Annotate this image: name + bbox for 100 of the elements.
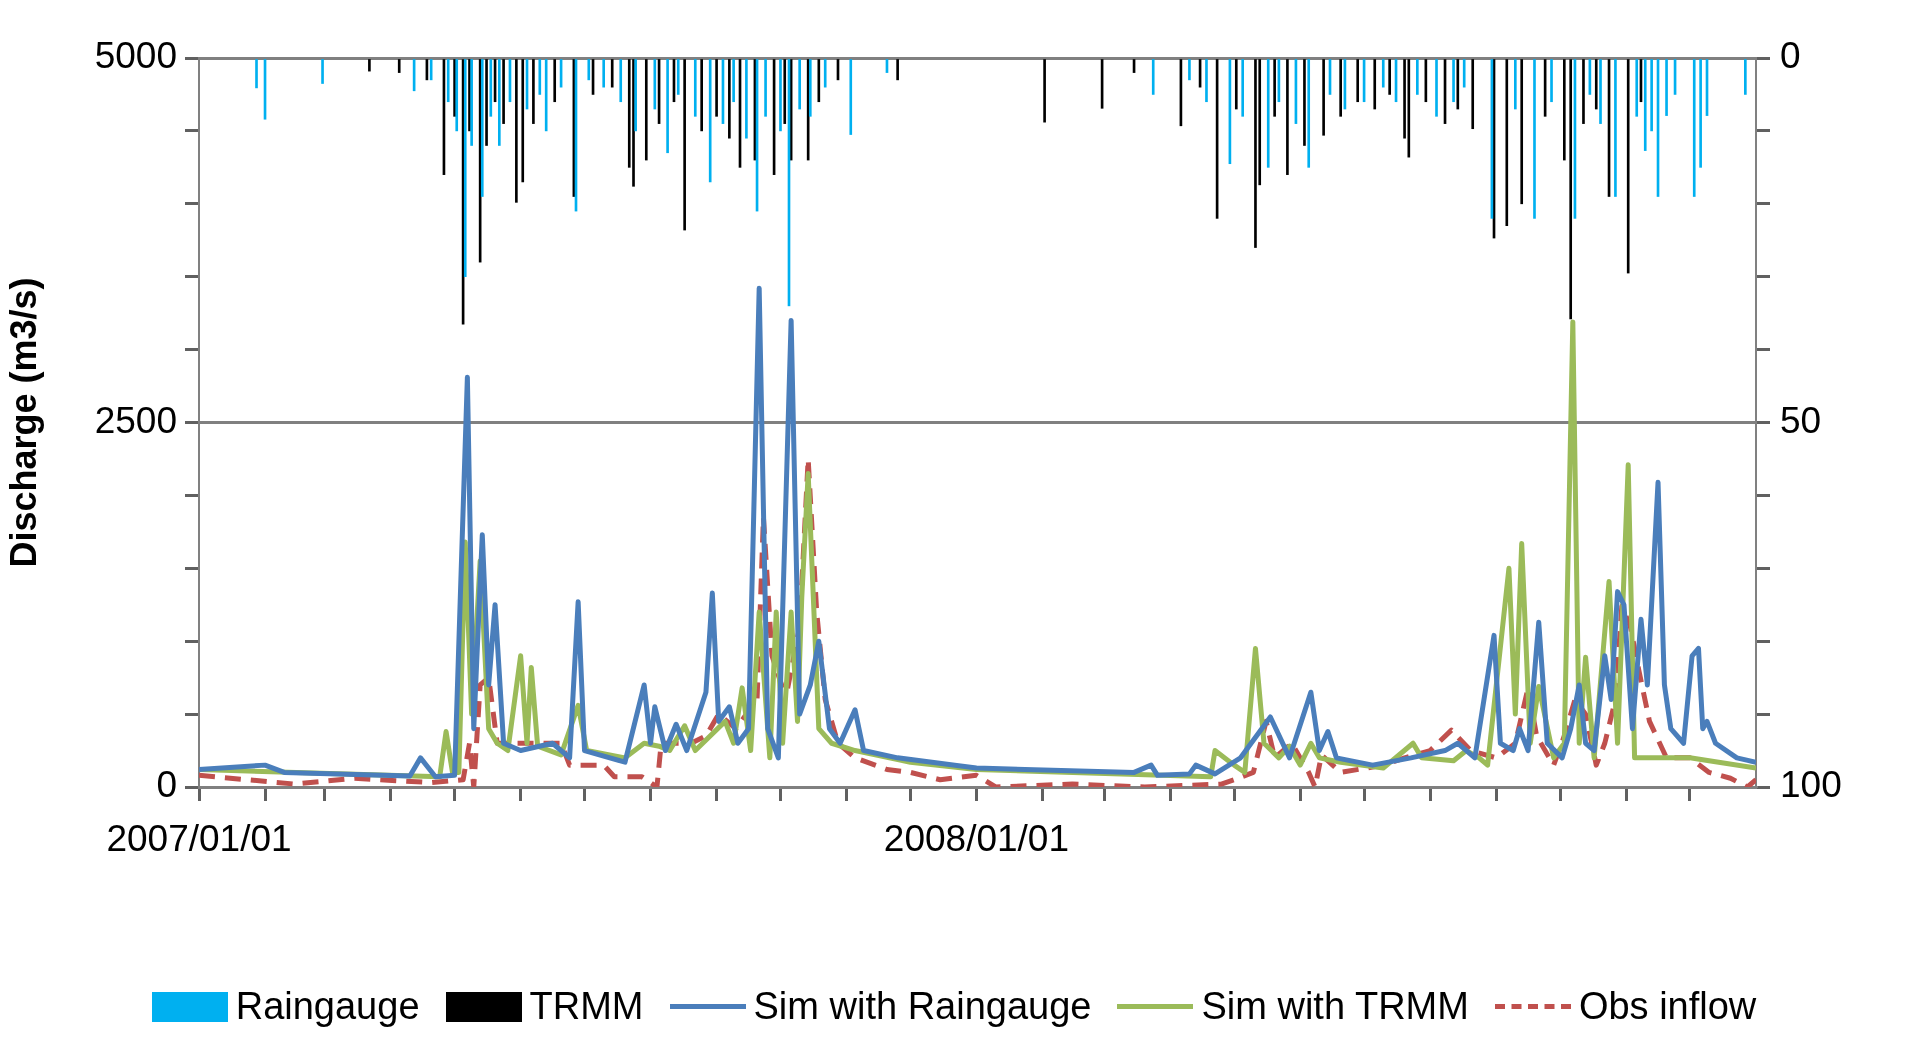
- bar: [1582, 59, 1585, 124]
- bar: [666, 59, 669, 154]
- bar: [1533, 59, 1536, 219]
- bar: [1699, 59, 1702, 168]
- bar: [485, 59, 488, 146]
- bar: [817, 59, 821, 103]
- bar: [823, 59, 827, 88]
- y2-tick-label: 100: [1780, 764, 1842, 806]
- bar: [1643, 59, 1647, 151]
- bar: [1407, 59, 1411, 158]
- bar: [1650, 59, 1653, 132]
- legend-label: Raingauge: [235, 985, 420, 1028]
- bar: [728, 59, 731, 139]
- bar: [1043, 59, 1046, 123]
- y-tick-label: 0: [156, 764, 177, 806]
- y-tick-label: 5000: [94, 35, 177, 77]
- bar: [764, 59, 767, 117]
- bar: [1188, 59, 1191, 81]
- bar: [783, 59, 787, 124]
- bar: [1254, 59, 1257, 248]
- bar: [632, 59, 635, 187]
- bar: [455, 59, 459, 132]
- bar: [1356, 59, 1360, 103]
- bar: [1599, 59, 1602, 124]
- bar: [321, 59, 324, 84]
- legend-label: Sim with Raingauge: [753, 985, 1092, 1028]
- bar: [521, 59, 525, 183]
- bar: [715, 59, 718, 117]
- bar: [693, 59, 697, 117]
- bar: [1435, 59, 1438, 117]
- x-tick-label: 2007/01/01: [106, 818, 292, 860]
- bar: [515, 59, 518, 203]
- bar: [553, 59, 557, 103]
- bar: [1381, 59, 1385, 88]
- bar: [653, 59, 657, 110]
- bar: [1744, 59, 1747, 95]
- bar: [745, 59, 748, 139]
- bar: [538, 59, 542, 95]
- bar: [470, 59, 473, 146]
- bar: [1626, 59, 1630, 274]
- bar: [1416, 59, 1419, 95]
- bar: [544, 59, 548, 132]
- bar: [497, 59, 501, 146]
- bar: [1205, 59, 1208, 103]
- bar: [502, 59, 505, 124]
- bar: [480, 59, 484, 197]
- bar: [1513, 59, 1517, 110]
- bar: [808, 59, 812, 117]
- bar: [732, 59, 735, 103]
- bar: [779, 59, 782, 132]
- bar: [1550, 59, 1553, 103]
- bar: [397, 59, 401, 73]
- y2-tick-label: 50: [1780, 399, 1822, 441]
- bar: [798, 59, 801, 110]
- bar: [587, 59, 591, 81]
- y2-tick-label: 0: [1780, 35, 1801, 77]
- legend-label: TRMM: [529, 985, 644, 1028]
- bar: [1388, 59, 1391, 95]
- bar: [1471, 59, 1475, 130]
- bar: [1505, 59, 1509, 226]
- bar: [255, 59, 258, 89]
- bar: [683, 59, 686, 231]
- bar: [1241, 59, 1245, 117]
- bar: [1234, 59, 1238, 110]
- legend-label: Sim with TRMM: [1201, 985, 1469, 1028]
- bar: [634, 59, 637, 132]
- y-axis-title: Discharge (m3/s): [2, 277, 44, 568]
- bar: [1303, 59, 1306, 146]
- bar: [700, 59, 703, 132]
- bar: [1273, 59, 1276, 117]
- bar: [1569, 59, 1573, 320]
- bar: [1594, 59, 1598, 110]
- bar: [1452, 59, 1455, 103]
- bar: [1286, 59, 1289, 175]
- bar: [1151, 59, 1155, 95]
- bar: [676, 59, 680, 95]
- bar: [532, 59, 535, 124]
- bar: [708, 59, 712, 183]
- bar: [1614, 59, 1617, 197]
- bar: [1373, 59, 1377, 110]
- bar: [1520, 59, 1524, 205]
- bar: [1462, 59, 1466, 88]
- x-tick-label: 2008/01/01: [883, 818, 1070, 860]
- bar: [1307, 59, 1311, 168]
- bar: [489, 59, 493, 117]
- bar: [1665, 59, 1668, 116]
- bar: [619, 59, 623, 103]
- bar: [463, 59, 467, 278]
- bar: [368, 59, 371, 72]
- bar: [1692, 59, 1696, 197]
- bar: [1562, 59, 1566, 161]
- legend-label: Obs inflow: [1578, 985, 1757, 1028]
- bar: [1322, 59, 1325, 136]
- bar: [896, 59, 899, 81]
- bar: [446, 59, 450, 103]
- bar: [1456, 59, 1460, 110]
- bar: [1266, 59, 1270, 168]
- bar: [849, 59, 853, 135]
- bar: [610, 59, 614, 88]
- bar: [1635, 59, 1639, 117]
